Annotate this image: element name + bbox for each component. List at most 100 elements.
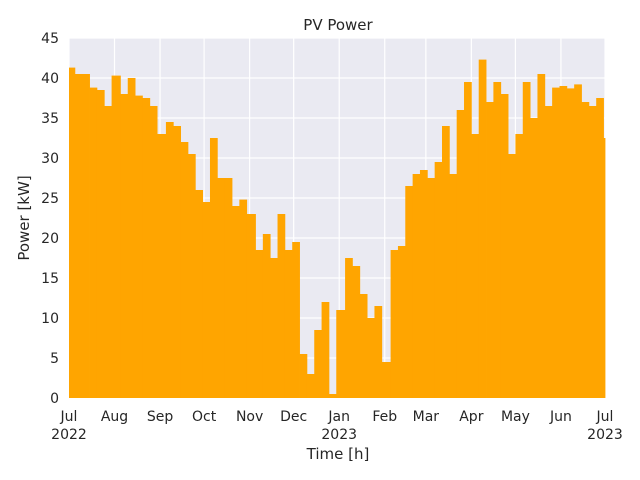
y-tick-label: 40 xyxy=(41,71,59,87)
power-bar xyxy=(381,362,391,398)
x-tick-label: Jul xyxy=(596,409,614,425)
power-bar xyxy=(104,106,112,398)
chart-title: PV Power xyxy=(303,16,373,34)
power-bar xyxy=(157,134,167,398)
power-bar xyxy=(224,178,233,398)
power-bar xyxy=(359,294,368,398)
power-bar xyxy=(559,86,568,398)
power-bar xyxy=(120,94,129,398)
power-bar xyxy=(173,126,182,398)
power-bar xyxy=(603,138,606,398)
power-bar xyxy=(142,98,151,398)
x-tick-label: Aug xyxy=(101,409,128,425)
power-bar xyxy=(127,78,136,398)
power-bar xyxy=(209,138,218,398)
power-bar xyxy=(588,106,597,398)
x-tick-labels: Jul 2022 Aug Sep Oct Nov Dec Jan 2023 Feb Mar Apr Ma… xyxy=(51,409,623,443)
power-bar xyxy=(552,87,560,398)
power-bar xyxy=(89,87,98,398)
power-bar xyxy=(449,174,458,398)
power-bar xyxy=(530,118,538,398)
power-bar xyxy=(367,318,375,398)
power-bar xyxy=(456,110,465,398)
power-bar xyxy=(500,94,509,398)
power-bar xyxy=(441,126,450,398)
y-tick-label: 20 xyxy=(41,231,59,247)
power-bar xyxy=(412,174,421,398)
x-tick-label: May xyxy=(501,409,530,425)
power-bar xyxy=(374,306,383,398)
power-bar xyxy=(419,170,428,398)
power-bar xyxy=(299,354,308,398)
y-tick-label: 10 xyxy=(41,311,59,327)
x-tick-label: Oct xyxy=(192,409,217,425)
power-bar xyxy=(352,266,361,398)
x-tick-label: Jul xyxy=(60,409,78,425)
power-bar xyxy=(574,84,582,399)
y-axis-label: Power [kW] xyxy=(15,175,33,260)
power-bar xyxy=(566,88,575,399)
power-bar xyxy=(135,95,143,398)
power-bar xyxy=(464,82,472,398)
power-bar xyxy=(537,74,546,398)
power-bar xyxy=(292,242,300,398)
y-tick-label: 25 xyxy=(41,191,59,207)
power-bar xyxy=(596,98,604,398)
power-bar xyxy=(232,206,240,398)
power-bar xyxy=(486,102,494,398)
y-tick-labels: 0 5 10 15 20 25 30 35 40 45 xyxy=(41,31,59,407)
power-bar xyxy=(405,186,414,398)
y-tick-label: 35 xyxy=(41,111,59,127)
power-bar xyxy=(246,214,256,398)
x-tick-year-label: 2023 xyxy=(587,427,623,443)
power-bar xyxy=(493,82,502,398)
power-bar xyxy=(321,302,330,398)
x-tick-label: Dec xyxy=(280,409,307,425)
power-bar xyxy=(397,246,406,398)
power-bar xyxy=(255,250,264,398)
x-axis-label: Time [h] xyxy=(306,445,370,463)
y-tick-label: 45 xyxy=(41,31,59,47)
power-bar xyxy=(187,154,196,398)
x-tick-label: Mar xyxy=(413,409,440,425)
x-tick-year-label: 2022 xyxy=(51,427,87,443)
power-bar xyxy=(82,74,90,398)
power-bar xyxy=(284,250,293,398)
power-bar xyxy=(270,258,278,398)
power-bar xyxy=(165,122,174,398)
power-bar xyxy=(149,106,158,398)
x-tick-label: Feb xyxy=(372,409,397,425)
power-bar xyxy=(336,310,346,398)
power-bar xyxy=(74,74,83,398)
power-bar xyxy=(314,330,322,398)
y-tick-label: 0 xyxy=(50,391,59,407)
y-tick-label: 15 xyxy=(41,271,59,287)
x-tick-label: Jun xyxy=(549,409,572,425)
x-tick-label: Sep xyxy=(147,409,174,425)
y-tick-label: 30 xyxy=(41,151,59,167)
power-bar xyxy=(544,106,553,398)
x-tick-label: Apr xyxy=(459,409,483,425)
power-bar xyxy=(277,214,286,398)
x-tick-year-label: 2023 xyxy=(321,427,357,443)
power-bar xyxy=(515,134,524,398)
power-bar xyxy=(262,234,271,398)
power-bar xyxy=(217,178,226,398)
power-bar xyxy=(508,154,516,398)
power-bar xyxy=(96,90,105,398)
x-tick-label: Nov xyxy=(236,409,263,425)
power-bar xyxy=(390,250,399,398)
power-bar xyxy=(69,67,76,398)
power-bar xyxy=(111,75,121,398)
power-bar xyxy=(522,82,531,398)
power-bar xyxy=(434,162,443,398)
y-tick-label: 5 xyxy=(50,351,59,367)
power-bar xyxy=(471,134,480,398)
power-bar xyxy=(180,142,189,398)
power-bar xyxy=(427,178,436,398)
power-bar xyxy=(345,258,353,398)
power-bar xyxy=(306,374,315,398)
power-bar xyxy=(202,202,211,398)
pv-power-series xyxy=(69,59,606,399)
